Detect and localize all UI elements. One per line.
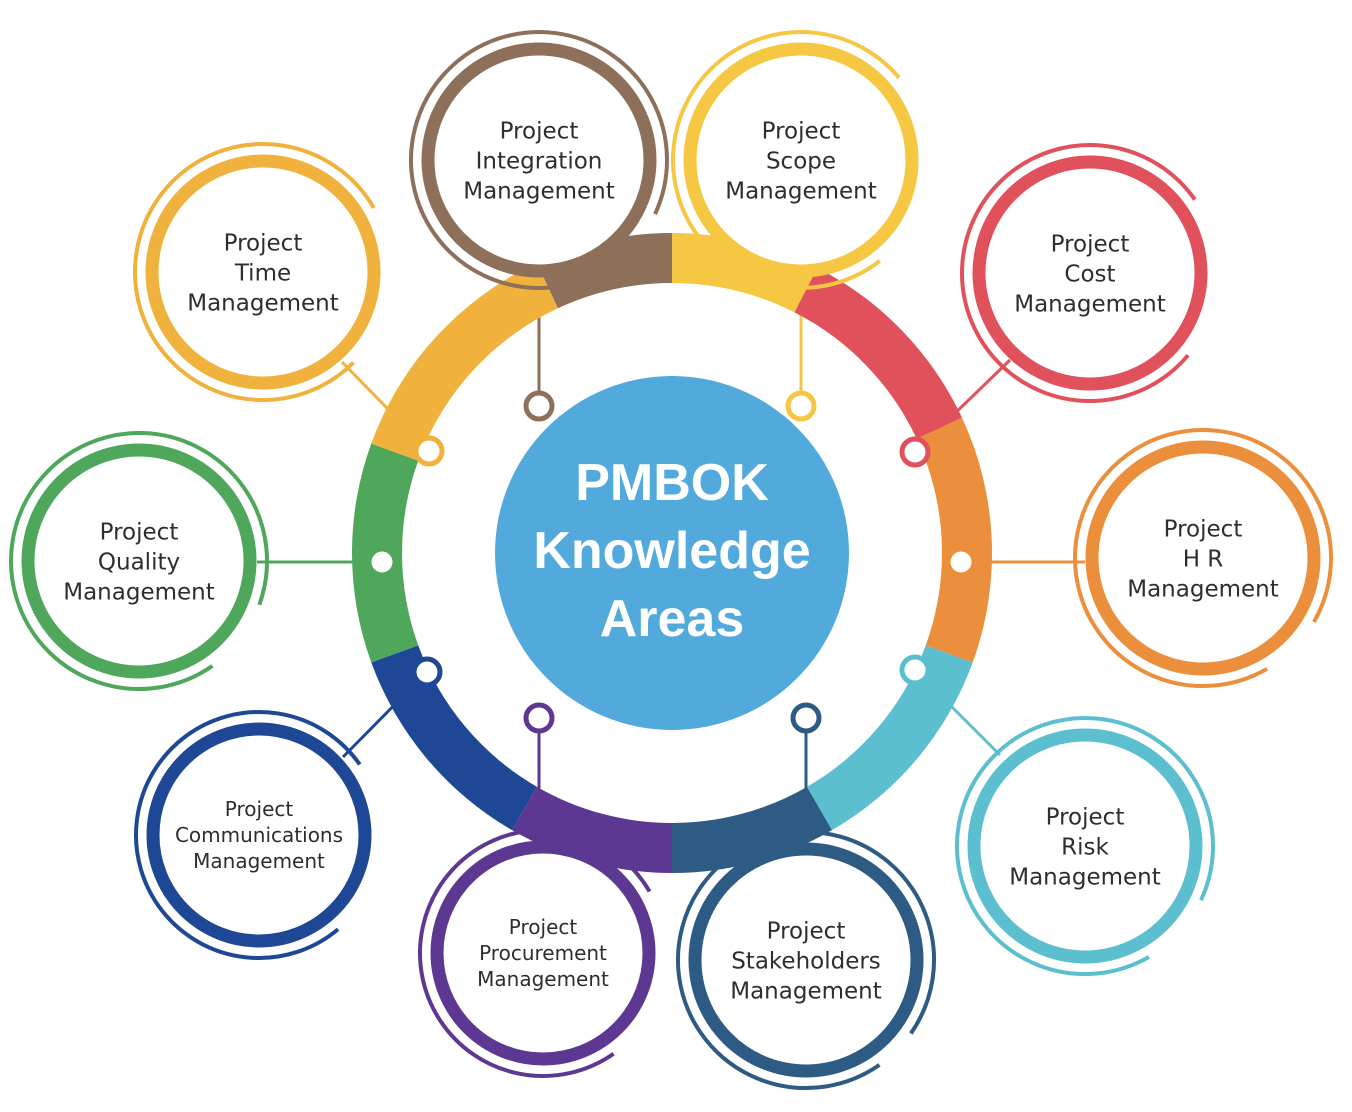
ring-segment-hr <box>916 417 993 663</box>
node-ring-hr <box>1085 440 1321 676</box>
node-label-time-line-2: Time <box>234 260 291 286</box>
node-ring-integration <box>421 42 657 278</box>
ring-dot-time <box>413 435 445 467</box>
node-ring-quality <box>21 443 257 679</box>
node-ring-cost <box>972 155 1208 391</box>
ring-dots <box>366 390 977 734</box>
knowledge-area-nodes: Project Integration Management Project Scope… <box>9 30 1333 1090</box>
node-quality: Project Quality Management <box>9 431 269 691</box>
node-label-cost-line-1: Project <box>1051 231 1130 257</box>
node-label-quality-line-3: Management <box>63 579 215 605</box>
node-outer-arc-quality <box>9 431 269 691</box>
node-label-hr-line-3: Management <box>1127 576 1279 602</box>
node-label-stakeholders-line-2: Stakeholders <box>731 948 881 974</box>
node-label-scope-line-2: Scope <box>766 148 836 174</box>
node-outer-arc-stakeholders <box>676 830 936 1090</box>
node-hr: Project H R Management <box>1073 428 1333 688</box>
node-ring-stakeholders <box>688 842 924 1078</box>
node-outer-arc-cost <box>960 143 1197 403</box>
node-label-risk-line-2: Risk <box>1061 834 1109 860</box>
node-outer-arc-risk <box>955 716 1216 976</box>
ring-dot-risk <box>899 654 931 686</box>
node-outer-arc-communications <box>134 710 362 960</box>
node-label-risk-line-3: Management <box>1009 864 1161 890</box>
ring-dot-stakeholders <box>790 702 822 734</box>
node-label-procurement-line-2: Procurement <box>479 941 607 965</box>
node-outer-arc-procurement <box>418 828 652 1078</box>
ring-dot-scope <box>785 390 817 422</box>
ring-dot-communications <box>411 656 443 688</box>
node-ring-time <box>145 154 381 390</box>
ring-segment-risk <box>807 645 973 831</box>
ring-segments <box>351 233 993 873</box>
node-label-procurement-line-3: Management <box>477 967 609 991</box>
center-circle <box>495 376 849 730</box>
center-hub: PMBOK Knowledge Areas <box>495 376 849 730</box>
node-scope: Project Scope Management <box>671 30 919 290</box>
node-label-communications-line-2: Communications <box>175 823 343 847</box>
node-label-quality-line-2: Quality <box>98 549 180 575</box>
node-ring-risk <box>967 728 1203 964</box>
ring-dot-integration <box>523 390 555 422</box>
node-label-stakeholders-line-3: Management <box>730 978 882 1004</box>
node-label-stakeholders-line-1: Project <box>767 918 846 944</box>
ring-dot-hr <box>945 546 977 578</box>
ring-segment-communications <box>371 645 537 831</box>
node-label-scope-line-3: Management <box>725 178 877 204</box>
node-label-cost-line-3: Management <box>1014 291 1166 317</box>
node-label-time-line-3: Management <box>187 290 339 316</box>
center-title-line-1: PMBOK <box>575 454 769 512</box>
node-label-hr-line-1: Project <box>1164 516 1243 542</box>
node-ring-procurement <box>430 840 656 1066</box>
node-outer-arc-scope <box>671 30 901 290</box>
ring-segment-time <box>371 262 558 461</box>
node-risk: Project Risk Management <box>955 716 1216 976</box>
node-stakeholders: Project Stakeholders Management <box>676 830 936 1090</box>
node-label-scope-line-1: Project <box>762 118 841 144</box>
node-label-procurement-line-1: Project <box>509 915 578 939</box>
node-integration: Project Integration Management <box>409 30 669 290</box>
center-title-line-3: Areas <box>600 590 745 648</box>
node-label-cost-line-2: Cost <box>1064 261 1115 287</box>
node-label-integration-line-2: Integration <box>476 148 603 174</box>
ring-segment-stakeholders <box>672 786 832 873</box>
ring-dot-quality <box>366 546 398 578</box>
node-time: Project Time Management <box>133 142 381 402</box>
node-outer-arc-time <box>133 142 376 402</box>
node-label-hr-line-2: H R <box>1183 546 1224 572</box>
ring-dot-procurement <box>523 702 555 734</box>
node-label-integration-line-1: Project <box>500 118 579 144</box>
node-cost: Project Cost Management <box>960 143 1208 403</box>
node-label-time-line-1: Project <box>224 230 303 256</box>
node-label-risk-line-1: Project <box>1046 804 1125 830</box>
node-outer-arc-integration <box>409 30 669 290</box>
node-label-quality-line-1: Project <box>100 519 179 545</box>
node-ring-communications <box>146 722 372 948</box>
node-label-communications-line-3: Management <box>193 849 325 873</box>
node-label-integration-line-3: Management <box>463 178 615 204</box>
ring-segment-procurement <box>512 786 672 873</box>
ring-dot-cost <box>899 436 931 468</box>
center-title-line-2: Knowledge <box>533 522 810 580</box>
node-ring-scope <box>683 42 919 278</box>
node-label-communications-line-1: Project <box>225 797 294 821</box>
ring-segment-cost <box>794 267 963 439</box>
node-outer-arc-hr <box>1073 428 1333 688</box>
